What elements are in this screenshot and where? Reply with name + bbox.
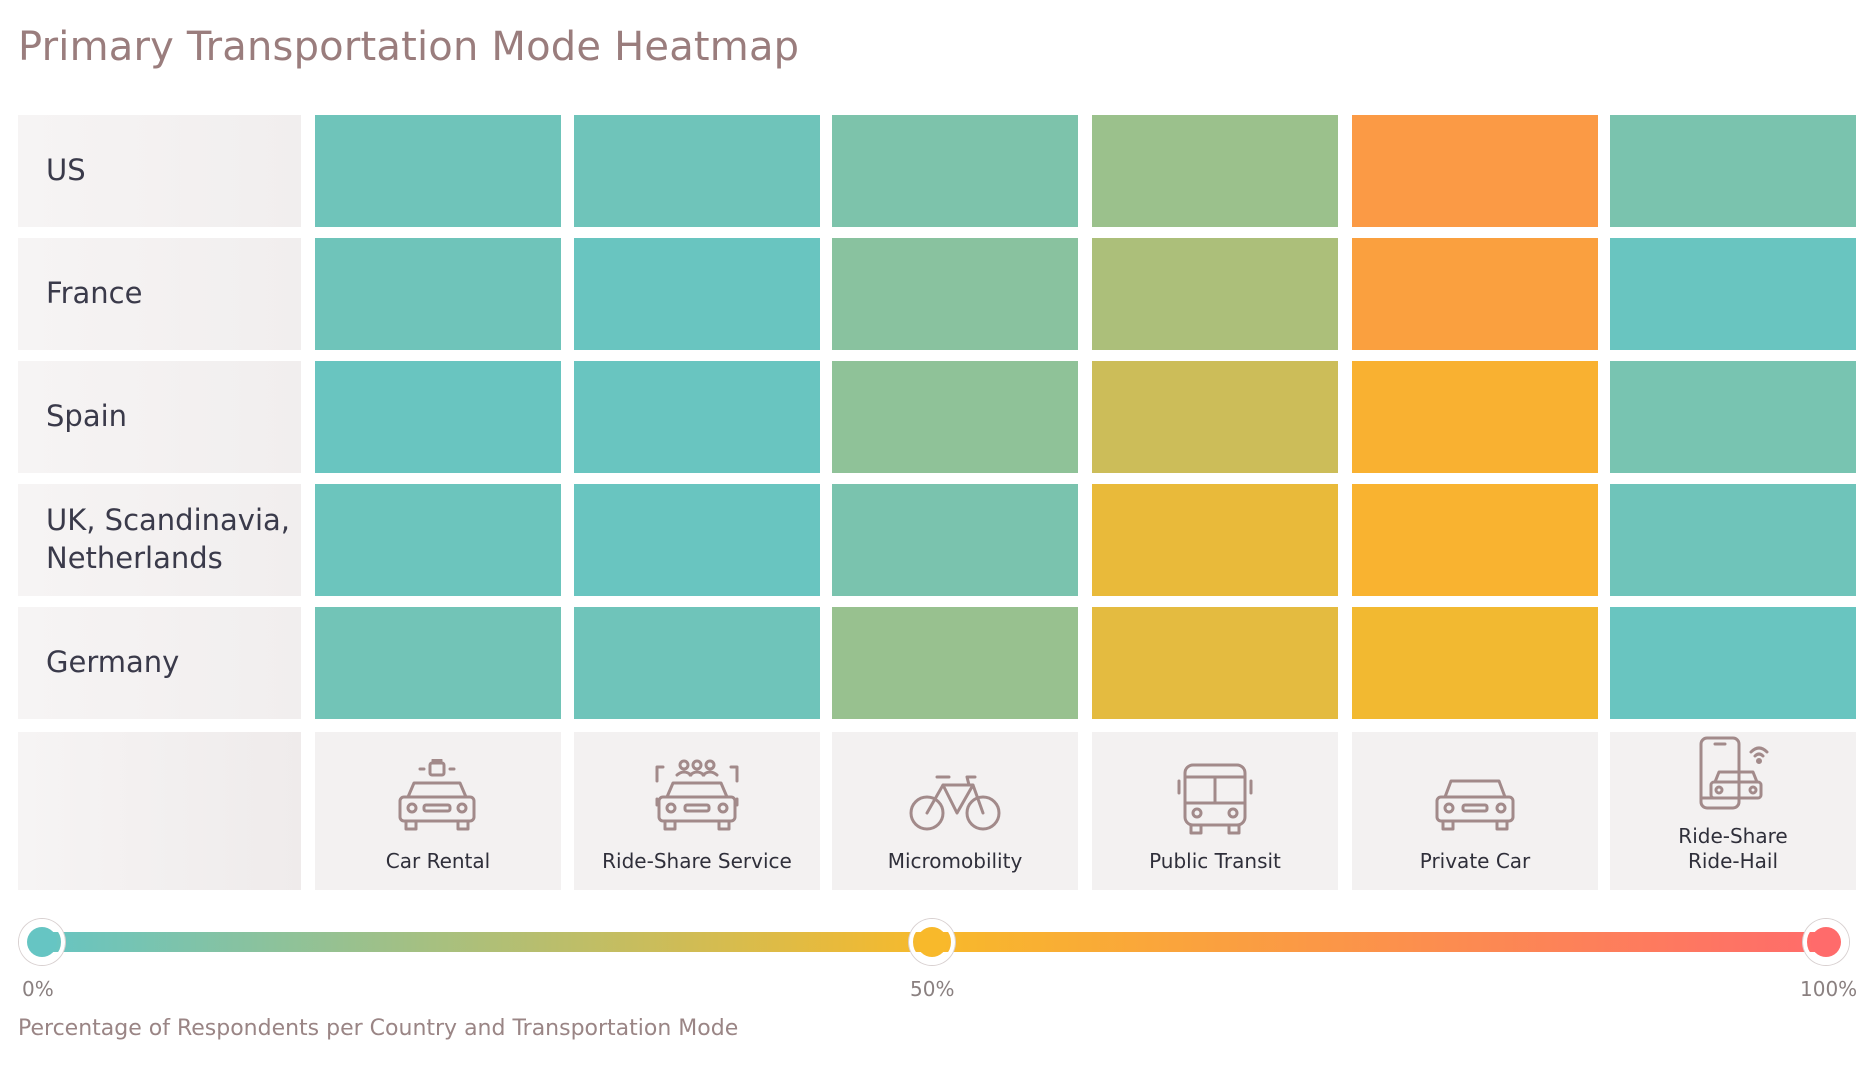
phone-car-icon	[1699, 736, 1769, 810]
scale-min-label: 0%	[22, 977, 54, 1001]
heatmap-cell	[1092, 607, 1338, 719]
heatmap-cell	[315, 238, 561, 350]
scale-max-marker	[1803, 919, 1849, 965]
row-label: Spain	[18, 361, 301, 473]
heatmap-cell	[1610, 238, 1856, 350]
row-label: France	[18, 238, 301, 350]
heatmap-cell	[1352, 484, 1598, 596]
heatmap-cell	[832, 238, 1078, 350]
scale-max-label: 100%	[1800, 977, 1858, 1001]
heatmap-cell	[832, 115, 1078, 227]
row-label: UK, Scandinavia, Netherlands	[18, 484, 301, 596]
heatmap-cell	[1610, 115, 1856, 227]
scale-mid-label: 50%	[910, 977, 955, 1001]
heatmap-cell	[1352, 238, 1598, 350]
heatmap-cell	[315, 484, 561, 596]
column-header: Ride-Share Ride-Hail	[1610, 732, 1856, 890]
heatmap-cell	[832, 484, 1078, 596]
heatmap-cell	[1092, 484, 1338, 596]
column-label: Ride-Share Ride-Hail	[1678, 824, 1788, 873]
corner-cell	[18, 732, 301, 890]
column-label: Private Car	[1419, 849, 1531, 873]
ride-share-service-icon	[655, 759, 739, 831]
column-label: Ride-Share Service	[602, 849, 792, 873]
legend-caption: Percentage of Respondents per Country an…	[18, 1016, 739, 1041]
bus-icon	[1177, 763, 1253, 835]
column-header: Micromobility	[832, 732, 1078, 890]
heatmap-cell	[1092, 361, 1338, 473]
bicycle-icon	[909, 775, 1001, 831]
heatmap-cell	[1352, 607, 1598, 719]
heatmap-cell	[1610, 607, 1856, 719]
heatmap-cell	[315, 607, 561, 719]
heatmap-cell	[1092, 115, 1338, 227]
scale-min-marker	[19, 919, 65, 965]
heatmap-cell	[574, 361, 820, 473]
heatmap-cell	[1092, 238, 1338, 350]
column-label: Micromobility	[887, 849, 1023, 873]
row-label: US	[18, 115, 301, 227]
heatmap-cell	[574, 115, 820, 227]
heatmap-cell	[315, 115, 561, 227]
column-header: Public Transit	[1092, 732, 1338, 890]
car-icon	[1435, 779, 1515, 831]
scale-mid-marker	[909, 919, 955, 965]
car-rental-icon	[398, 759, 476, 831]
column-label: Public Transit	[1149, 849, 1281, 873]
heatmap-cell	[832, 607, 1078, 719]
heatmap-cell	[832, 361, 1078, 473]
heatmap-cell	[1352, 361, 1598, 473]
heatmap-cell	[1610, 484, 1856, 596]
heatmap-cell	[574, 484, 820, 596]
heatmap-cell	[574, 238, 820, 350]
column-header: Private Car	[1352, 732, 1598, 890]
page-title: Primary Transportation Mode Heatmap	[18, 24, 800, 70]
heatmap-cell	[315, 361, 561, 473]
heatmap-cell	[1352, 115, 1598, 227]
column-label: Car Rental	[385, 849, 491, 873]
heatmap-cell	[1610, 361, 1856, 473]
column-header: Car Rental	[315, 732, 561, 890]
heatmap-cell	[574, 607, 820, 719]
row-label: Germany	[18, 607, 301, 719]
column-header: Ride-Share Service	[574, 732, 820, 890]
